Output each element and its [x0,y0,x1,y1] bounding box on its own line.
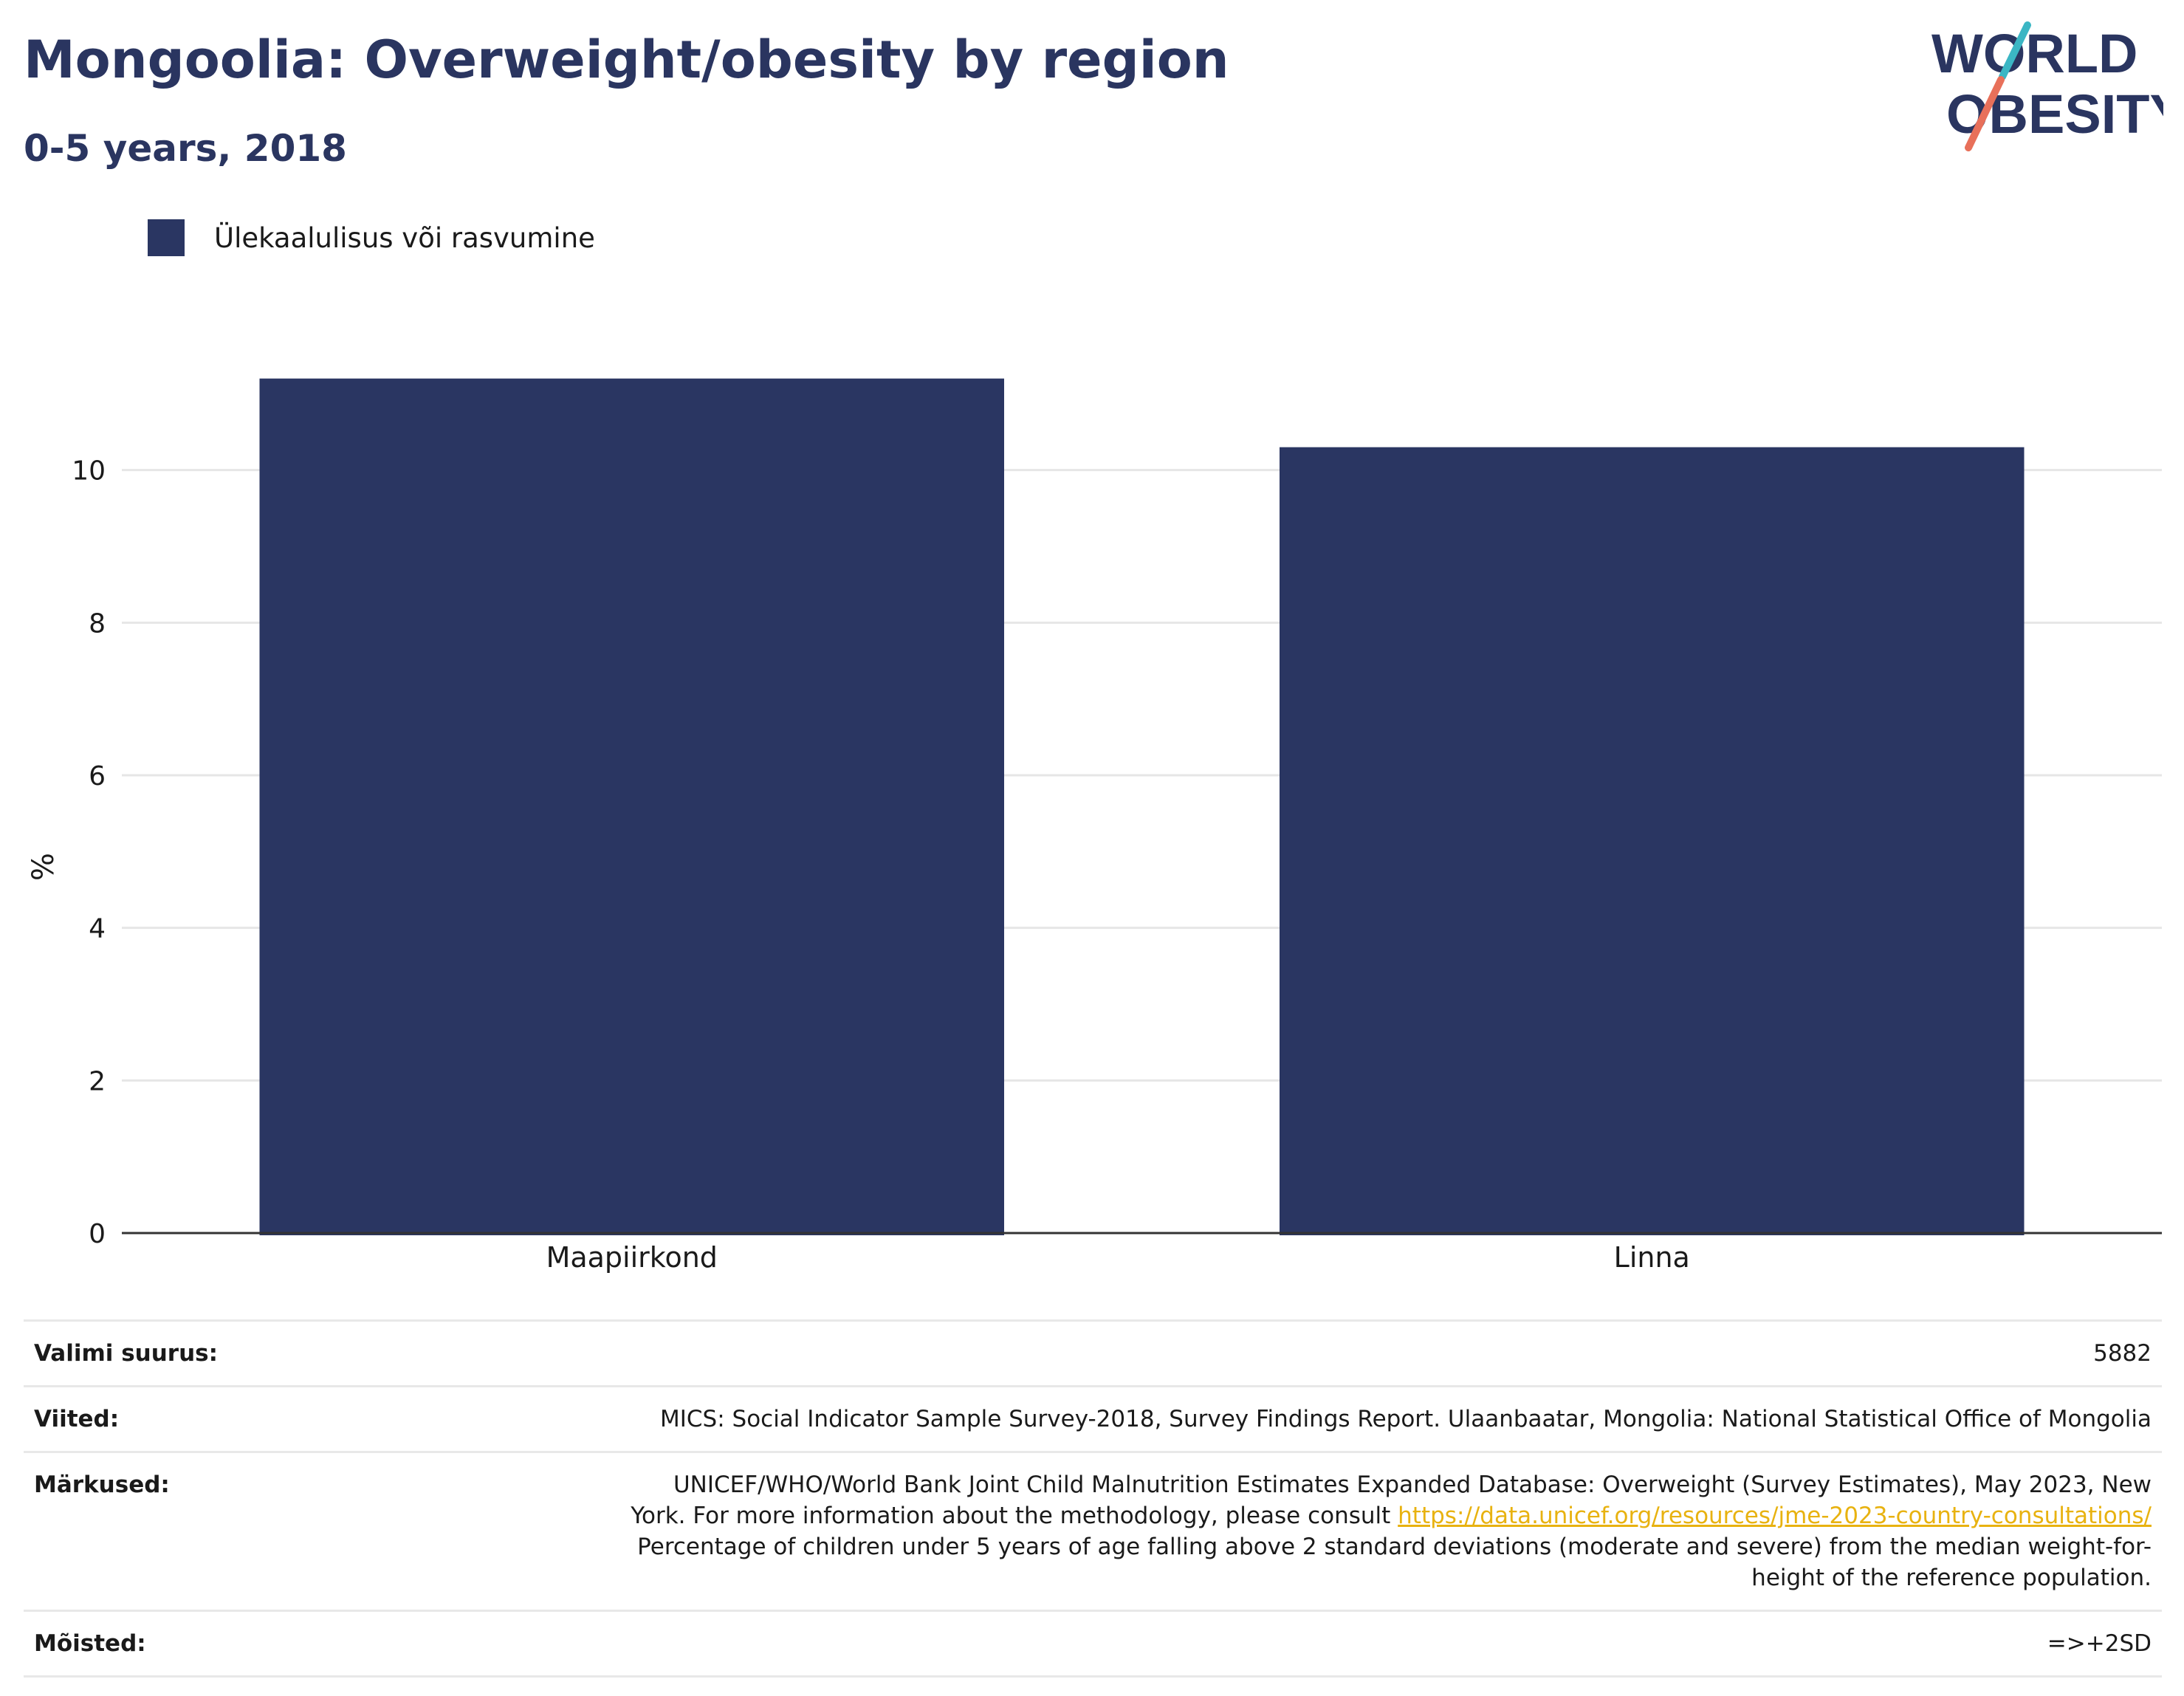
notes-text-before-link: UNICEF/WHO/World Bank Joint Child Malnut… [631,1472,2152,1529]
chart-subtitle: 0-5 years, 2018 [24,127,347,170]
chart-title: Mongoolia: Overweight/obesity by region [24,30,1229,90]
bar-maapiirkond [259,378,1004,1235]
legend: Ülekaalulisus või rasvumine [148,219,595,257]
legend-label: Ülekaalulisus või rasvumine [214,222,595,254]
sample-size-label: Valimi suurus: [34,1340,218,1367]
definitions-label: Mõisted: [34,1630,146,1657]
table-row-references: Viited: MICS: Social Indicator Sample Su… [24,1387,2162,1453]
y-tick-label-8: 8 [89,608,106,639]
bar-linna [1280,447,2025,1235]
y-tick-label-2: 2 [89,1066,106,1096]
table-row-notes: Märkused: UNICEF/WHO/World Bank Joint Ch… [24,1453,2162,1612]
y-axis-title: % [27,853,61,881]
logo-slash-top [1999,21,2031,80]
logo-line-1: WORLD [1931,23,2138,84]
world-obesity-logo[interactable]: WORLD OBESITY [1927,15,2163,155]
bar-chart: 0 2 4 6 8 10% Maapiirkond Linna [27,378,2162,1274]
table-row-sample-size: Valimi suurus: 5882 [24,1322,2162,1387]
logo-slash-bottom [1965,76,2005,151]
y-tick-label-10: 10 [72,456,106,487]
references-value: MICS: Social Indicator Sample Survey-201… [660,1406,2152,1432]
y-tick-label-0: 0 [89,1219,106,1249]
notes-value: UNICEF/WHO/World Bank Joint Child Malnut… [631,1469,2152,1593]
table-row-definitions: Mõisted: =>+2SD [24,1612,2162,1678]
legend-swatch [148,219,185,256]
y-tick-label-6: 6 [89,761,106,792]
notes-text-after-link: Percentage of children under 5 years of … [637,1534,2152,1591]
x-tick-label-maapiirkond: Maapiirkond [546,1241,718,1274]
definitions-value: =>+2SD [2047,1630,2152,1657]
y-tick-label-4: 4 [89,914,106,944]
notes-link[interactable]: https://data.unicef.org/resources/jme-20… [1398,1503,2152,1529]
metadata-table: Valimi suurus: 5882 Viited: MICS: Social… [24,1319,2162,1678]
x-tick-label-linna: Linna [1614,1241,1690,1274]
references-label: Viited: [34,1406,120,1432]
sample-size-value: 5882 [2093,1340,2152,1367]
notes-label: Märkused: [34,1472,170,1498]
